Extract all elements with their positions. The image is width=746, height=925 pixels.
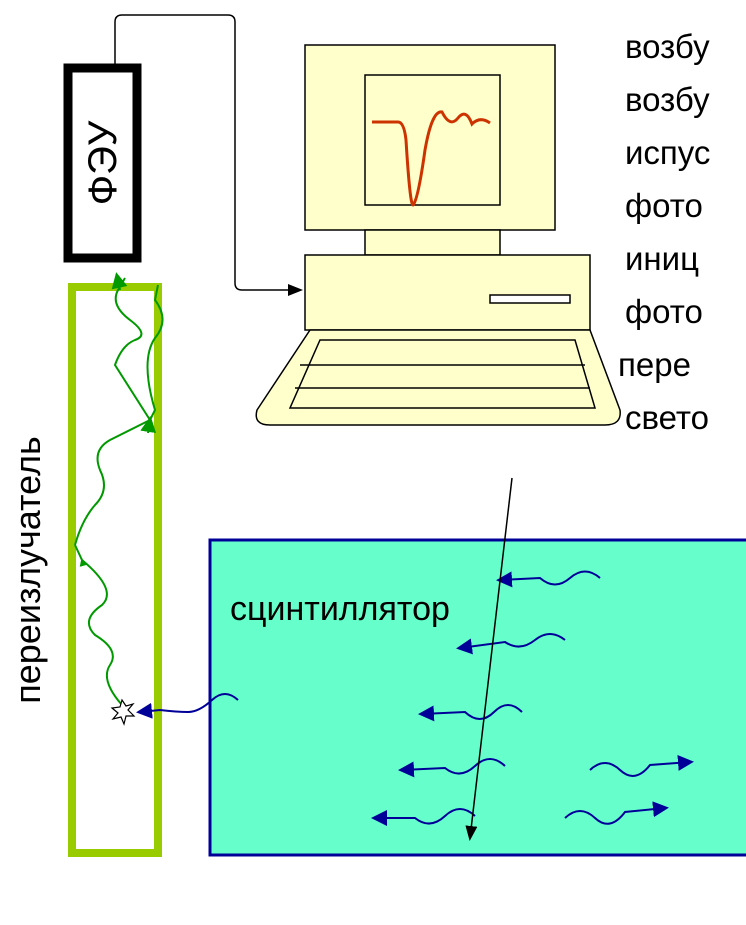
screen xyxy=(364,74,501,206)
photon-arrow xyxy=(111,272,128,291)
keys xyxy=(288,339,597,409)
pmt-box xyxy=(63,63,142,263)
shifter-bar xyxy=(68,283,162,857)
photon-arrow xyxy=(140,416,157,434)
text-line: пере xyxy=(618,346,691,383)
drive-slot xyxy=(489,294,571,304)
scint-photons xyxy=(136,570,694,826)
text-line: возбу xyxy=(625,28,710,65)
waveform xyxy=(372,110,491,207)
text-line: испус xyxy=(625,134,710,171)
photon-path xyxy=(74,277,164,706)
stand xyxy=(364,229,501,256)
text-block: возбу возбу испус фото иниц фото пере свето xyxy=(618,28,710,436)
shifter-label: переизлучатель xyxy=(7,436,48,703)
cable xyxy=(114,14,303,296)
text-line: фото xyxy=(625,293,703,330)
text-line: иниц xyxy=(625,240,699,277)
case xyxy=(304,254,591,331)
absorption-star xyxy=(110,698,136,726)
scintillator xyxy=(208,538,746,857)
text-line: возбу xyxy=(625,81,710,118)
particle-track xyxy=(465,477,513,841)
keyboard xyxy=(255,329,621,426)
pmt-label: ФЭУ xyxy=(81,120,125,205)
text-line: фото xyxy=(625,187,703,224)
text-line: свето xyxy=(625,399,709,436)
scintillator-label: сцинтиллятор xyxy=(230,590,450,628)
